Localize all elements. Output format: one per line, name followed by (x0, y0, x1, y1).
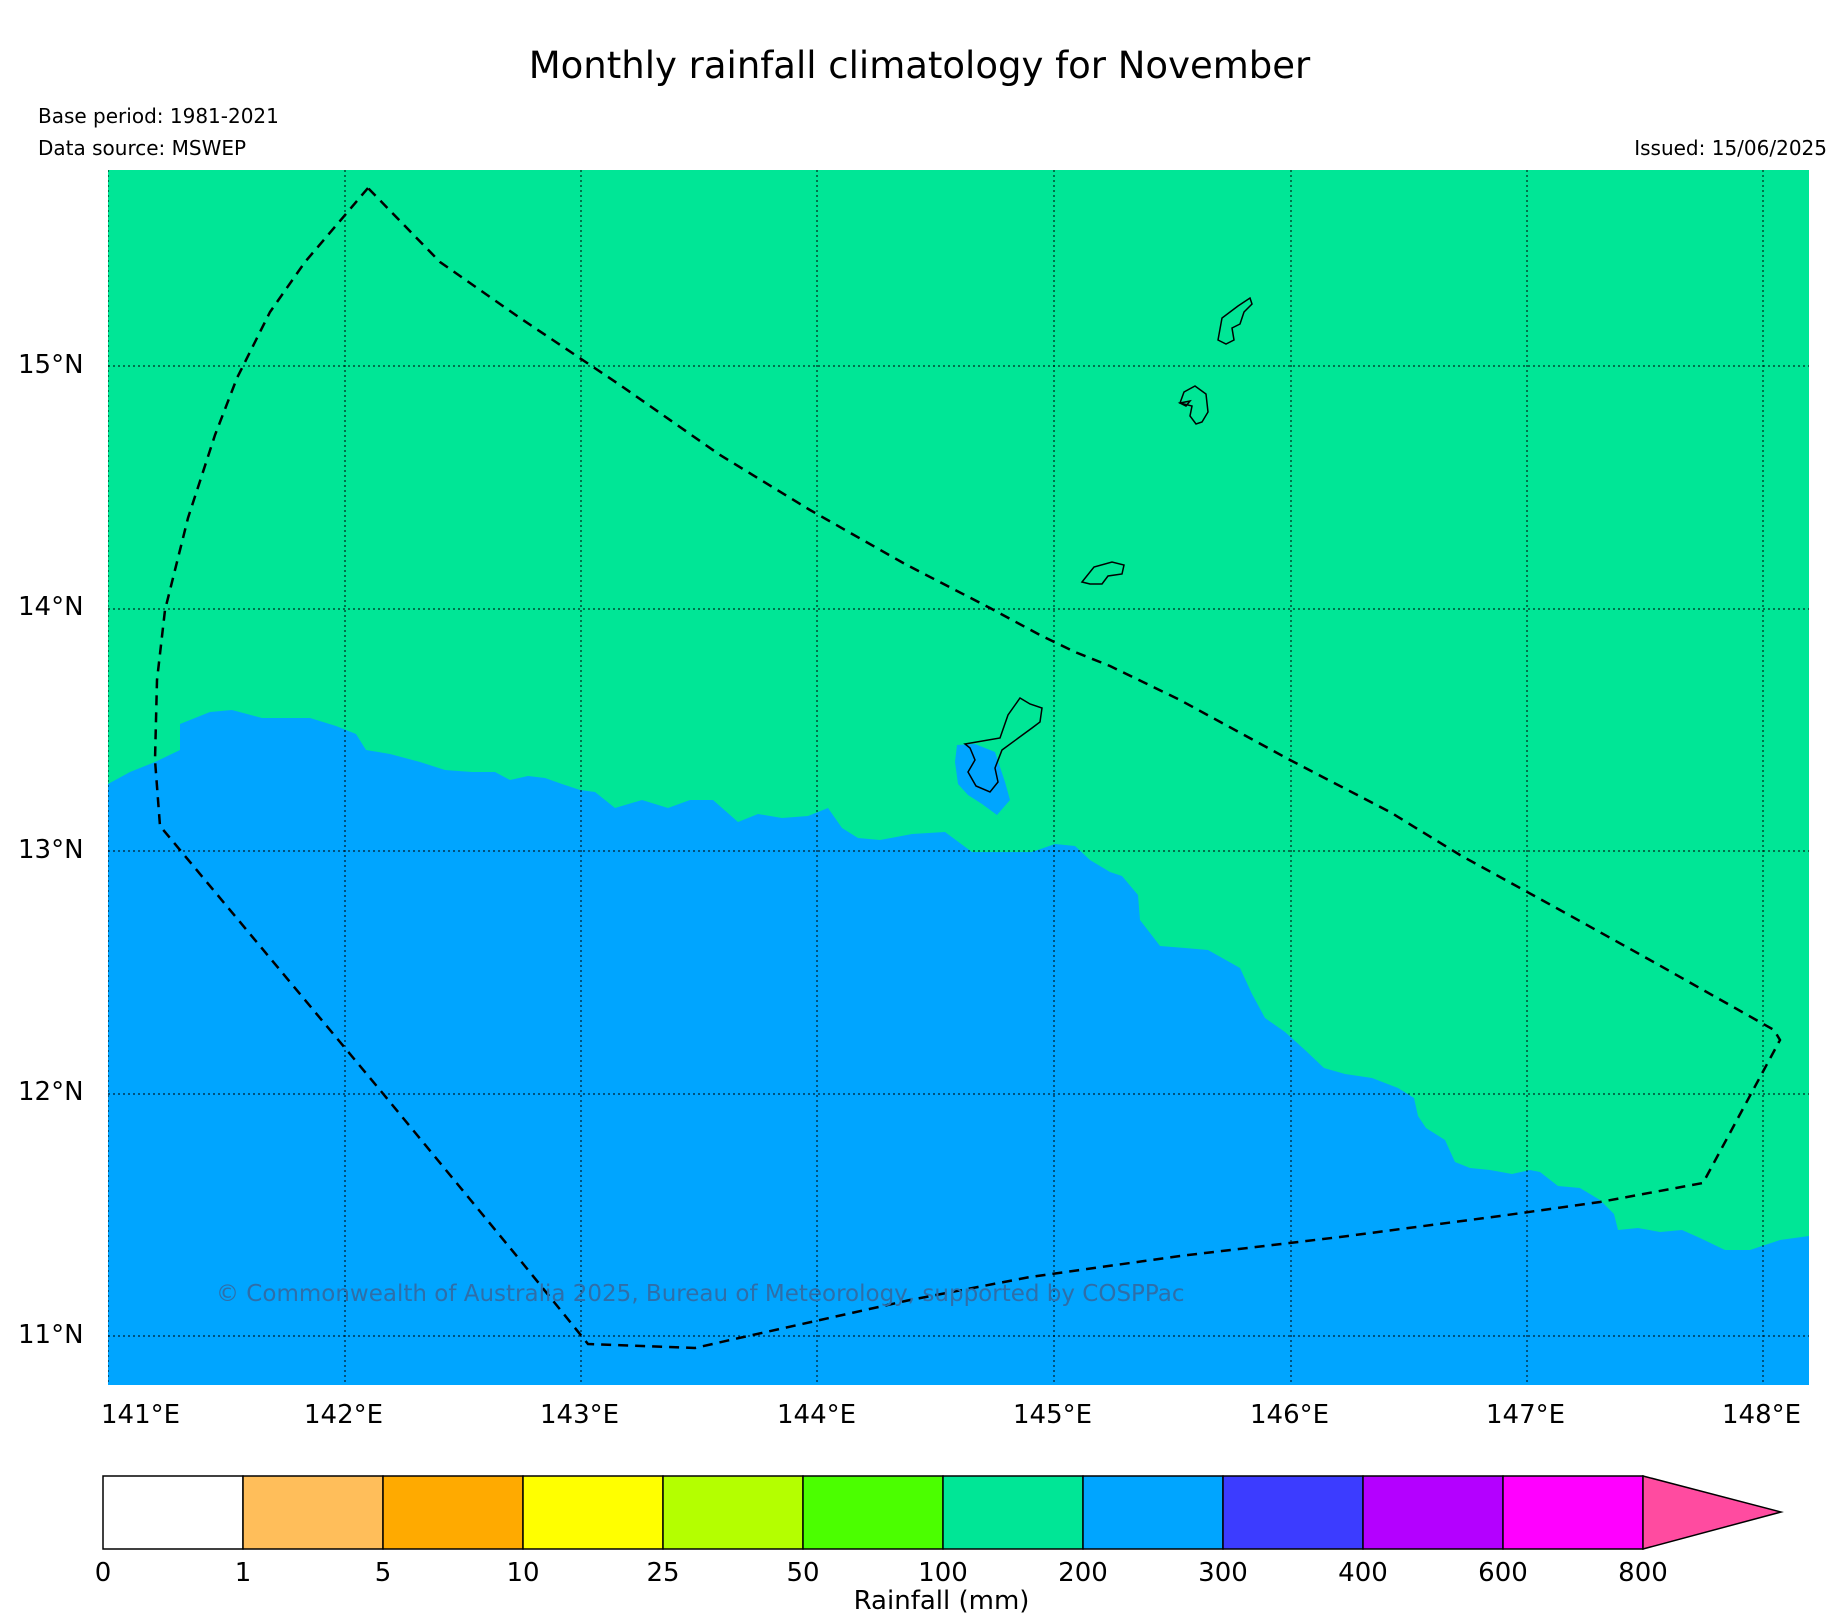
colorbar-bin-300-400 (1222, 1475, 1364, 1550)
colorbar-tick-50: 50 (786, 1558, 820, 1588)
graticule (108, 170, 1809, 1385)
lon-label-146e: 146°E (1250, 1400, 1330, 1430)
rainfall-region-200-300 (108, 710, 1809, 1385)
colorbar-bin-200-300 (1082, 1475, 1224, 1550)
colorbar-tick-600: 600 (1478, 1558, 1528, 1588)
aguijan-outline (1177, 399, 1192, 407)
colorbar-label: Rainfall (mm) (853, 1586, 1030, 1616)
colorbar-bin-400-600 (1362, 1475, 1504, 1550)
lon-label-141e: 141°E (101, 1400, 181, 1430)
colorbar-extend-arrow (1642, 1475, 1784, 1550)
colorbar-bin-100-200 (942, 1475, 1084, 1550)
colorbar-tick-0: 0 (94, 1558, 112, 1588)
lon-label-144e: 144°E (777, 1400, 857, 1430)
map-area (108, 170, 1809, 1385)
base-period-text: Base period: 1981-2021 (38, 104, 279, 128)
colorbar-bin-600-800 (1502, 1475, 1644, 1550)
lat-label-15n: 15°N (18, 350, 84, 380)
colorbar-bin-0-1 (102, 1475, 244, 1550)
lon-label-142e: 142°E (304, 1400, 384, 1430)
data-source-text: Data source: MSWEP (38, 136, 247, 160)
colorbar-bin-1-5 (242, 1475, 384, 1550)
colorbar-tick-300: 300 (1198, 1558, 1248, 1588)
lon-label-143e: 143°E (540, 1400, 620, 1430)
colorbar-tick-100: 100 (918, 1558, 968, 1588)
guam-outline (963, 696, 1043, 793)
colorbar-tick-800: 800 (1618, 1558, 1668, 1588)
lat-label-12n: 12°N (18, 1077, 84, 1107)
lat-label-11n: 11°N (18, 1320, 84, 1350)
lon-label-147e: 147°E (1486, 1400, 1566, 1430)
colorbar-tick-1: 1 (234, 1558, 252, 1588)
colorbar-bin-5-10 (382, 1475, 524, 1550)
lon-label-148e: 148°E (1722, 1400, 1802, 1430)
guam-rain-patch (955, 744, 1010, 815)
saipan-outline (1217, 296, 1253, 345)
colorbar-tick-25: 25 (646, 1558, 680, 1588)
rota-outline (1080, 561, 1125, 585)
colorbar-tick-400: 400 (1338, 1558, 1388, 1588)
issued-date-text: Issued: 15/06/2025 (1634, 136, 1827, 160)
tinian-outline (1179, 385, 1209, 425)
colorbar (102, 1475, 1784, 1550)
colorbar-tick-200: 200 (1058, 1558, 1108, 1588)
lat-label-13n: 13°N (18, 835, 84, 865)
lat-label-14n: 14°N (18, 592, 84, 622)
colorbar-bin-50-100 (802, 1475, 944, 1550)
copyright-notice: © Commonwealth of Australia 2025, Bureau… (216, 1281, 1185, 1307)
colorbar-tick-5: 5 (374, 1558, 392, 1588)
island-outlines (963, 296, 1253, 793)
eez-boundary (153, 186, 1782, 1350)
lon-label-145e: 145°E (1013, 1400, 1093, 1430)
map-title: Monthly rainfall climatology for Novembe… (528, 44, 1311, 87)
colorbar-tick-10: 10 (506, 1558, 540, 1588)
colorbar-bin-25-50 (662, 1475, 804, 1550)
colorbar-bin-10-25 (522, 1475, 664, 1550)
